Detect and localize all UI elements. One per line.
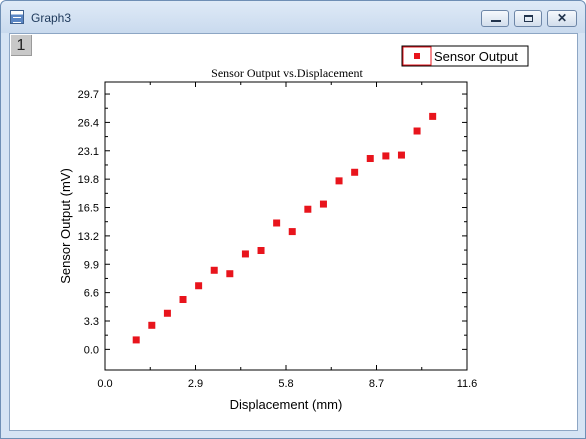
data-point	[257, 247, 265, 255]
chart-title: Sensor Output vs.Displacement	[211, 66, 363, 80]
plot-frame[interactable]	[104, 81, 468, 371]
data-point	[288, 228, 296, 236]
y-axis-label: Sensor Output (mV)	[58, 168, 73, 284]
data-point	[273, 219, 281, 227]
legend[interactable]: Sensor Output	[401, 45, 529, 67]
y-tick-label: 19.8	[78, 174, 99, 186]
data-point	[163, 309, 171, 317]
y-tick-label: 13.2	[78, 231, 99, 243]
legend-marker-square	[414, 53, 420, 59]
x-axis-label: Displacement (mm)	[230, 397, 343, 412]
data-point	[241, 250, 249, 258]
data-point	[226, 270, 234, 278]
y-tick-label: 3.3	[84, 316, 99, 328]
title-bar[interactable]: Graph3 ✕	[1, 1, 585, 33]
window-title: Graph3	[31, 11, 72, 25]
data-point	[148, 321, 156, 329]
minimize-icon	[491, 20, 501, 22]
y-tick-label: 26.4	[78, 117, 99, 129]
layer-tab[interactable]: 1	[11, 35, 32, 56]
data-point	[179, 296, 187, 304]
graph-window-icon[interactable]	[10, 10, 24, 24]
legend-label: Sensor Output	[434, 49, 518, 64]
y-tick-label: 0.0	[84, 344, 99, 356]
data-point	[429, 112, 437, 120]
legend-marker	[402, 46, 432, 66]
data-point	[382, 152, 390, 160]
maximize-icon	[524, 15, 533, 22]
y-tick-label: 23.1	[78, 146, 99, 158]
data-point	[210, 266, 218, 274]
data-point	[319, 200, 327, 208]
data-point	[335, 177, 343, 185]
data-point	[132, 336, 140, 344]
legend-box	[401, 45, 529, 67]
y-tick-label: 6.6	[84, 288, 99, 300]
data-points	[132, 112, 437, 344]
minimize-button[interactable]	[481, 10, 509, 27]
data-point	[397, 151, 405, 159]
data-point	[351, 168, 359, 176]
data-point	[195, 282, 203, 290]
close-button[interactable]: ✕	[547, 10, 577, 27]
axis-ticks: 0.0 2.9 5.8 8.7 11.6 0.0 3.3 6.6 9.9 13.2 16.5 19.8…	[78, 82, 478, 390]
y-tick-label: 29.7	[78, 89, 99, 101]
y-tick-label: 16.5	[78, 203, 99, 215]
close-icon: ✕	[557, 11, 568, 25]
x-tick-label: 0.0	[97, 378, 112, 390]
x-tick-label: 5.8	[278, 378, 293, 390]
x-tick-label: 2.9	[188, 378, 203, 390]
y-tick-label: 9.9	[84, 259, 99, 271]
data-point	[304, 205, 312, 213]
maximize-button[interactable]	[514, 10, 542, 27]
data-point	[366, 155, 374, 163]
x-tick-label: 8.7	[369, 378, 384, 390]
x-tick-label: 11.6	[457, 378, 478, 390]
data-point	[413, 127, 421, 135]
